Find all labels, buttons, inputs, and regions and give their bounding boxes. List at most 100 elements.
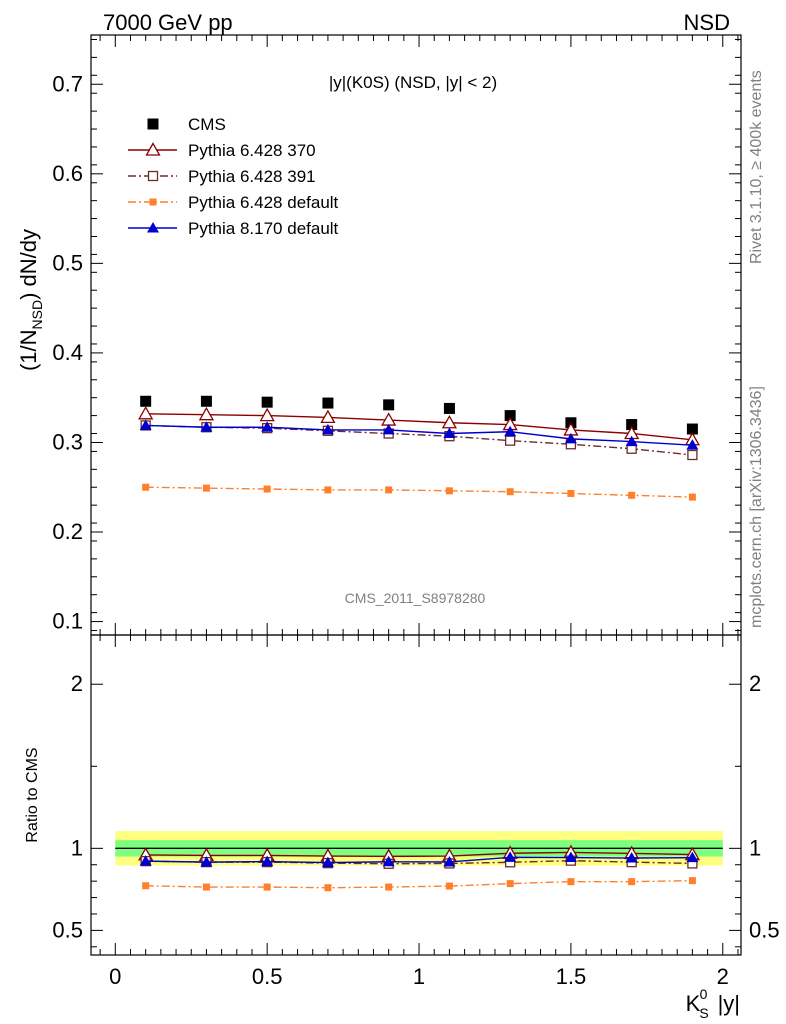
data-point <box>626 419 638 431</box>
legend-entry: Pythia 8.170 default <box>128 219 339 238</box>
ratio-line <box>145 851 693 858</box>
ratio-y-label: Ratio to CMS <box>24 747 41 842</box>
series-line <box>145 413 693 441</box>
data-point <box>261 421 274 432</box>
mcplots-label: mcplots.cern.ch [arXiv:1306.3436] <box>748 386 765 628</box>
x-tick-label: 0 <box>109 964 121 989</box>
ratio-point <box>625 852 638 863</box>
ratio-point <box>445 882 453 890</box>
ratio-right-tick-label: 0.5 <box>749 917 780 942</box>
series-pythia-6-428-370 <box>138 405 701 446</box>
data-point <box>505 435 516 446</box>
ratio-point <box>261 855 274 867</box>
data-point <box>320 409 336 424</box>
data-point <box>506 488 514 496</box>
legend-marker <box>149 198 157 206</box>
legend-marker <box>147 222 159 233</box>
data-point <box>140 395 152 407</box>
legend-label: CMS <box>188 115 226 134</box>
analysis-id: CMS_2011_S8978280 <box>345 590 486 606</box>
data-point <box>504 410 516 422</box>
data-point <box>564 432 577 444</box>
ratio-point <box>506 880 514 888</box>
data-point <box>200 395 212 407</box>
y-tick-label: 0.5 <box>52 917 83 942</box>
header-right: NSD <box>684 10 730 35</box>
data-point <box>321 423 334 435</box>
legend-entry: CMS <box>147 115 226 134</box>
y-tick-label: 1 <box>71 835 83 860</box>
data-point <box>628 491 636 499</box>
ratio-line <box>145 856 693 864</box>
y-tick-label: 0.5 <box>52 250 83 275</box>
x-tick-label: 0.5 <box>252 964 283 989</box>
series-cms <box>140 395 698 435</box>
data-point <box>625 435 638 447</box>
data-point <box>324 486 332 494</box>
ratio-point <box>321 856 334 868</box>
legend: CMS Pythia 6.428 370 Pythia 6.428 391 Pythi… <box>128 115 339 238</box>
data-point <box>443 402 455 414</box>
main-panel: 0.1 0.2 0.3 0.4 0.5 0.6 0.7 <box>52 34 742 636</box>
ratio-point <box>567 878 575 886</box>
y-tick-label: 0.1 <box>52 609 83 634</box>
ratio-point <box>504 851 517 862</box>
data-point <box>261 396 273 408</box>
legend-label: Pythia 6.428 default <box>188 193 339 212</box>
data-point <box>139 419 152 430</box>
ratio-line <box>145 879 693 889</box>
legend-label: Pythia 6.428 391 <box>188 167 316 186</box>
legend-label: Pythia 8.170 default <box>188 219 339 238</box>
data-point <box>383 399 395 411</box>
legend-label: Pythia 6.428 370 <box>188 141 316 160</box>
series-pythia-8-170-default <box>139 419 699 450</box>
data-point <box>686 423 698 435</box>
ratio-point <box>443 855 456 867</box>
ratio-point <box>142 882 150 890</box>
data-point <box>142 483 150 491</box>
series-line <box>145 486 693 498</box>
y-tick-label: 2 <box>71 671 83 696</box>
legend-marker <box>147 170 159 182</box>
data-point <box>686 439 699 450</box>
y-tick-label: 0.4 <box>52 340 83 365</box>
x-tick-label: 2 <box>717 964 729 989</box>
data-point <box>198 406 215 421</box>
ratio-series-pythia-8-170-default <box>139 851 699 868</box>
data-point <box>445 487 453 495</box>
ratio-point <box>564 851 577 863</box>
ratio-point <box>263 883 271 891</box>
data-point <box>138 405 154 420</box>
svg-text:KS0 |y|: KS0 |y| <box>686 986 740 1021</box>
data-point <box>504 425 517 437</box>
data-point <box>687 449 698 461</box>
ratio-point <box>686 851 699 863</box>
data-point <box>443 427 456 439</box>
data-point <box>385 486 393 494</box>
header-left: 7000 GeV pp <box>103 10 233 35</box>
plot-title: |y|(K0S) (NSD, |y| < 2) <box>329 73 497 92</box>
rivet-label: Rivet 3.1.10, ≥ 400k events <box>748 70 765 264</box>
series-pythia-6-428-default <box>142 483 696 501</box>
legend-entry: Pythia 6.428 default <box>128 193 339 212</box>
ratio-point <box>202 883 210 891</box>
y-tick-label: 0.2 <box>52 519 83 544</box>
data-point <box>200 421 213 432</box>
ratio-point <box>324 884 332 892</box>
ratio-panel: 0.5 1 2 0 0.5 1 1.5 2 1 2 0.5 <box>52 634 780 989</box>
data-point <box>322 397 334 409</box>
y-axis-label: (1/NNSD) dN/dy <box>16 229 45 371</box>
svg-text:(1/NNSD) dN/dy: (1/NNSD) dN/dy <box>16 229 45 371</box>
ratio-point <box>688 877 696 885</box>
ratio-series-pythia-6-428-default <box>142 877 696 892</box>
x-axis-label: KS0 |y| <box>686 986 740 1021</box>
x-tick-label: 1.5 <box>556 964 587 989</box>
y-tick-label: 0.7 <box>52 71 83 96</box>
legend-marker <box>145 142 161 156</box>
ratio-point <box>200 856 213 867</box>
data-point <box>688 493 696 501</box>
data-point <box>567 490 575 498</box>
data-point <box>202 484 210 492</box>
ratio-point <box>382 855 395 867</box>
